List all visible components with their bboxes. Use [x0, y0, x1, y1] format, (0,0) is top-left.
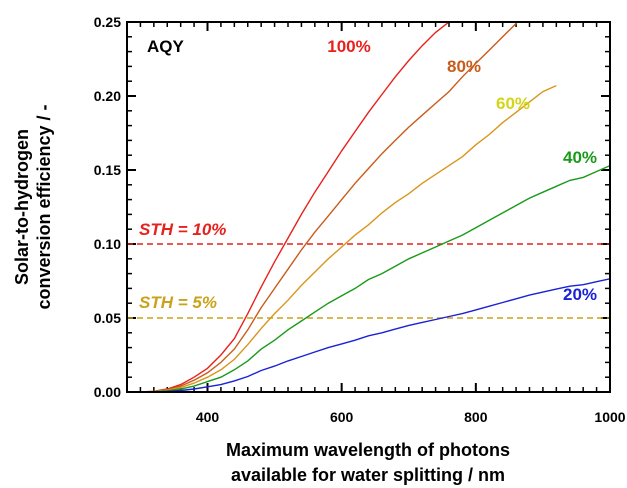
aqy-annotation: AQY — [147, 37, 185, 56]
y-tick-label: 0.20 — [94, 88, 121, 104]
reference-line-label: STH = 5% — [139, 293, 217, 312]
x-tick-label: 1000 — [594, 409, 625, 425]
x-tick-label: 400 — [196, 409, 220, 425]
y-tick-label: 0.25 — [94, 14, 121, 30]
labels-layer: 0.00 0.05 0.10 0.15 0.20 0.25 400 600 800 1000 STH… — [94, 14, 626, 425]
plot-frame — [126, 21, 611, 393]
series-line-60pct — [127, 84, 557, 392]
series-line-80pct — [127, 22, 519, 392]
x-tick-label: 800 — [464, 409, 488, 425]
y-axis-title-line-2: conversion efficiency / - — [34, 104, 54, 309]
series-lines — [127, 22, 610, 392]
series-line-100pct — [127, 22, 451, 392]
series-label: 60% — [496, 94, 530, 113]
x-tick-label: 600 — [330, 409, 354, 425]
y-tick-label: 0.10 — [94, 236, 121, 252]
series-line-20pct — [127, 278, 610, 392]
reference-lines — [127, 243, 610, 319]
series-line-40pct — [127, 164, 610, 392]
y-tick-label: 0.05 — [94, 310, 121, 326]
x-axis-title-line-2: available for water splitting / nm — [231, 465, 505, 485]
y-axis-title-line-1: Solar-to-hydrogen — [12, 129, 32, 285]
x-axis-title-line-1: Maximum wavelength of photons — [226, 440, 510, 460]
series-label: 40% — [563, 148, 597, 167]
y-tick-label: 0.15 — [94, 162, 121, 178]
reference-line-label: STH = 10% — [139, 220, 226, 239]
y-tick-label: 0.00 — [94, 384, 121, 400]
series-label: 20% — [563, 285, 597, 304]
series-label: 80% — [447, 57, 481, 76]
series-label: 100% — [327, 37, 370, 56]
